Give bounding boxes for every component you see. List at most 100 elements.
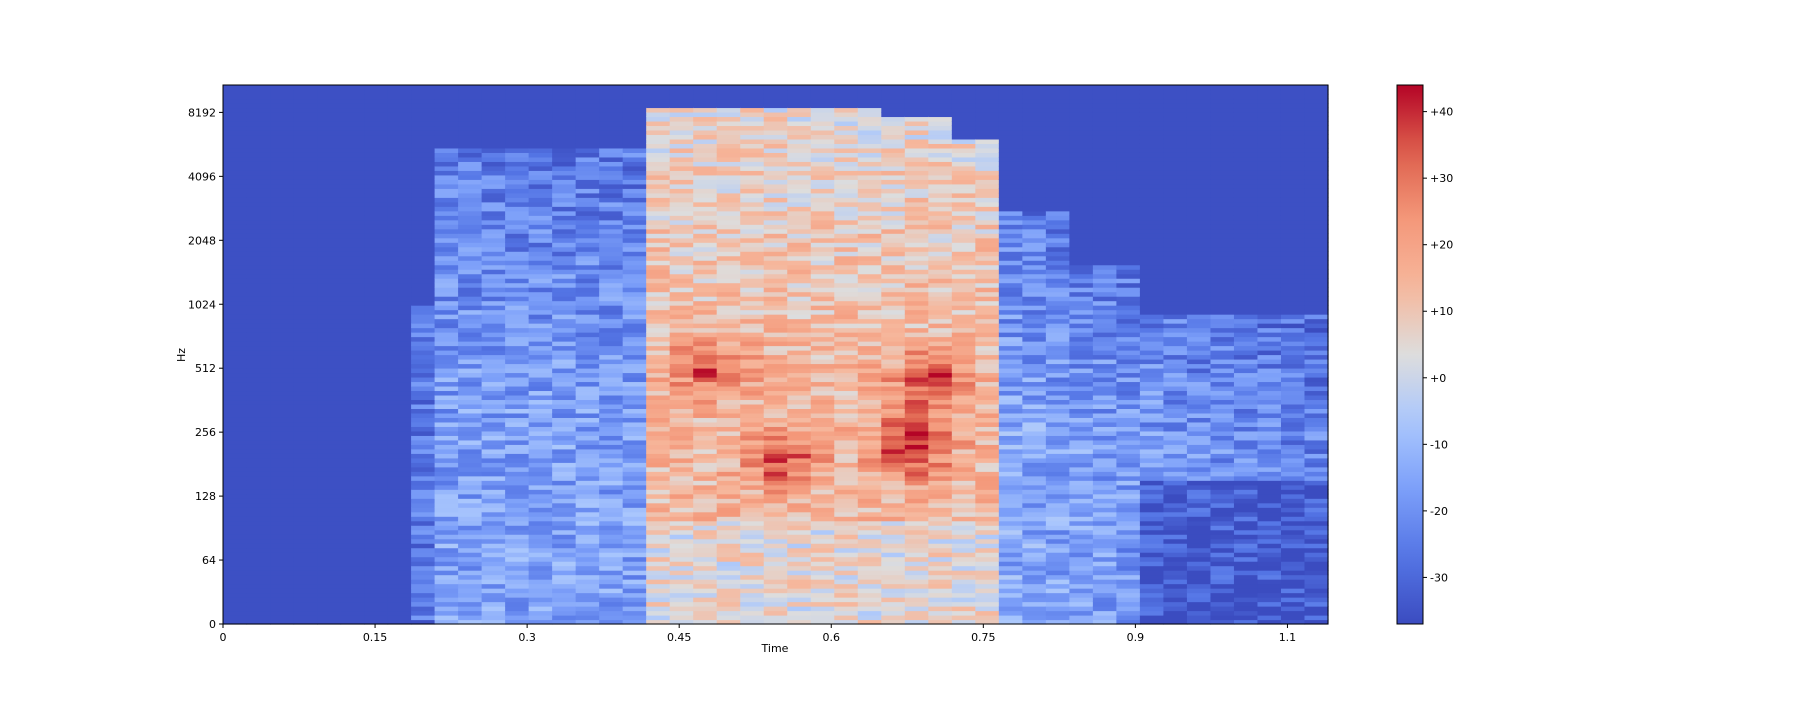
- heatmap-cell: [599, 197, 624, 203]
- heatmap-cell: [740, 363, 765, 369]
- heatmap-cell: [834, 583, 859, 589]
- heatmap-cell: [340, 583, 365, 589]
- heatmap-cell: [246, 525, 271, 531]
- heatmap-cell: [998, 350, 1023, 356]
- heatmap-cell: [716, 597, 741, 603]
- heatmap-cell: [622, 314, 647, 320]
- heatmap-cell: [763, 183, 788, 189]
- heatmap-cell: [622, 583, 647, 589]
- heatmap-cell: [293, 345, 318, 351]
- heatmap-cell: [928, 426, 953, 432]
- heatmap-cell: [1116, 215, 1141, 221]
- heatmap-cell: [223, 606, 248, 612]
- heatmap-cell: [787, 610, 812, 616]
- heatmap-cell: [693, 336, 718, 342]
- heatmap-cell: [1139, 475, 1165, 481]
- heatmap-cell: [434, 610, 459, 616]
- heatmap-cell: [387, 502, 412, 508]
- heatmap-cell: [787, 480, 812, 486]
- heatmap-cell: [387, 525, 412, 531]
- heatmap-cell: [857, 601, 882, 607]
- heatmap-cell: [857, 237, 882, 243]
- heatmap-cell: [340, 246, 365, 252]
- heatmap-cell: [1069, 435, 1094, 441]
- heatmap-cell: [270, 493, 295, 499]
- heatmap-cell: [223, 615, 248, 621]
- heatmap-cell: [599, 260, 624, 266]
- heatmap-cell: [763, 579, 788, 585]
- heatmap-cell: [364, 354, 389, 360]
- heatmap-cell: [693, 552, 718, 558]
- heatmap-cell: [293, 583, 318, 589]
- heatmap-cell: [975, 129, 1000, 136]
- heatmap-cell: [223, 354, 248, 360]
- heatmap-cell: [528, 120, 553, 127]
- heatmap-cell: [246, 597, 271, 603]
- heatmap-cell: [810, 516, 835, 522]
- heatmap-cell: [599, 354, 624, 360]
- heatmap-cell: [693, 179, 718, 185]
- heatmap-cell: [622, 264, 647, 270]
- heatmap-cell: [411, 390, 436, 396]
- heatmap-cell: [505, 219, 530, 225]
- heatmap-cell: [505, 152, 530, 158]
- heatmap-cell: [599, 363, 624, 369]
- heatmap-cell: [1116, 260, 1141, 266]
- heatmap-cell: [998, 282, 1023, 288]
- heatmap-cell: [364, 102, 389, 109]
- heatmap-cell: [223, 561, 248, 567]
- heatmap-cell: [434, 89, 459, 95]
- heatmap-cell: [387, 565, 412, 571]
- heatmap-cell: [951, 358, 976, 365]
- heatmap-cell: [340, 134, 365, 140]
- heatmap-cell: [693, 457, 718, 463]
- heatmap-cell: [223, 516, 248, 522]
- heatmap-cell: [928, 525, 953, 531]
- heatmap-cell: [1069, 336, 1094, 342]
- heatmap-cell: [740, 502, 765, 508]
- heatmap-cell: [693, 251, 718, 257]
- heatmap-cell: [528, 430, 553, 436]
- heatmap-cell: [834, 367, 859, 374]
- heatmap-cell: [951, 224, 976, 230]
- heatmap-cell: [975, 318, 1000, 324]
- heatmap-cell: [787, 570, 812, 576]
- heatmap-cell: [622, 565, 647, 571]
- heatmap-cell: [1092, 278, 1117, 284]
- heatmap-cell: [622, 354, 647, 360]
- heatmap-cell: [505, 475, 530, 481]
- heatmap-cell: [810, 439, 835, 445]
- heatmap-cell: [575, 296, 600, 302]
- heatmap-cell: [669, 327, 694, 333]
- heatmap-cell: [1139, 129, 1165, 136]
- heatmap-cell: [246, 318, 271, 324]
- heatmap-cell: [904, 471, 929, 477]
- heatmap-cell: [740, 358, 765, 365]
- heatmap-cell: [340, 475, 365, 481]
- heatmap-cell: [1092, 403, 1117, 409]
- heatmap-cell: [293, 381, 318, 387]
- heatmap-cell: [787, 421, 812, 427]
- heatmap-cell: [857, 421, 882, 427]
- heatmap-cell: [552, 430, 577, 436]
- heatmap-cell: [975, 493, 1000, 499]
- heatmap-cell: [1139, 520, 1165, 526]
- heatmap-cell: [458, 287, 483, 293]
- heatmap-cell: [1186, 489, 1212, 495]
- heatmap-cell: [998, 619, 1023, 625]
- heatmap-cell: [1139, 152, 1165, 158]
- heatmap-cell: [716, 610, 741, 616]
- heatmap-cell: [928, 543, 953, 549]
- heatmap-cell: [552, 457, 577, 463]
- heatmap-cell: [881, 228, 906, 234]
- heatmap-cell: [716, 336, 741, 342]
- heatmap-cell: [1116, 143, 1141, 149]
- heatmap-cell: [1139, 489, 1165, 495]
- heatmap-cell: [411, 188, 436, 194]
- heatmap-cell: [387, 583, 412, 589]
- heatmap-cell: [1163, 323, 1188, 329]
- heatmap-cell: [1116, 291, 1141, 297]
- heatmap-cell: [458, 453, 483, 459]
- heatmap-cell: [317, 93, 342, 100]
- heatmap-cell: [1069, 107, 1094, 113]
